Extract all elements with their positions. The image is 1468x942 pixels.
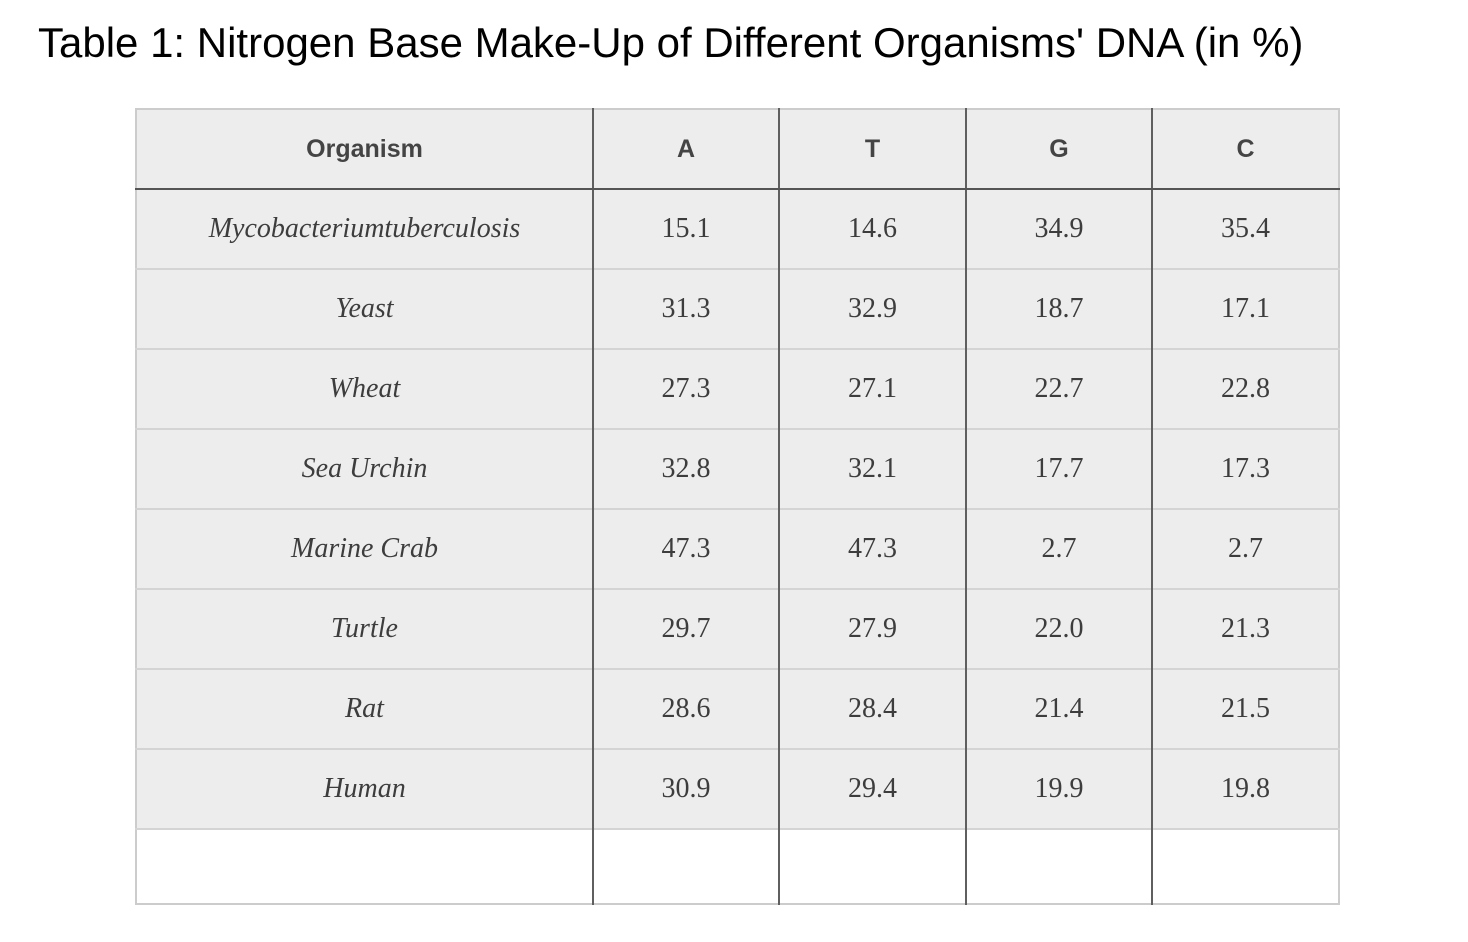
organism-cell: Human xyxy=(136,748,593,829)
value-cell-empty xyxy=(965,828,1152,904)
column-header-a: A xyxy=(592,109,779,190)
value-cell-a: 31.3 xyxy=(592,268,779,349)
value-cell-t: 14.6 xyxy=(778,189,966,269)
value-cell-g: 21.4 xyxy=(965,668,1152,749)
value-cell-empty xyxy=(1151,828,1339,904)
value-cell-t: 28.4 xyxy=(778,668,966,749)
value-cell-c: 35.4 xyxy=(1151,189,1339,269)
table-row: Marine Crab 47.3 47.3 2.7 2.7 xyxy=(136,508,1339,589)
organism-cell: Rat xyxy=(136,668,593,749)
value-cell-t: 32.9 xyxy=(778,268,966,349)
organism-cell: Wheat xyxy=(136,348,593,429)
value-cell-t: 47.3 xyxy=(778,508,966,589)
table-header-row: Organism A T G C xyxy=(136,109,1339,190)
organism-cell: Mycobacteriumtuberculosis xyxy=(136,189,593,269)
column-header-t: T xyxy=(778,109,966,190)
column-header-g: G xyxy=(965,109,1152,190)
organism-cell: Yeast xyxy=(136,268,593,349)
value-cell-g: 22.7 xyxy=(965,348,1152,429)
page-title: Table 1: Nitrogen Base Make-Up of Differ… xyxy=(38,19,1304,66)
table-row: Human 30.9 29.4 19.9 19.8 xyxy=(136,748,1339,829)
value-cell-a: 27.3 xyxy=(592,348,779,429)
value-cell-g: 17.7 xyxy=(965,428,1152,509)
organism-cell: Marine Crab xyxy=(136,508,593,589)
value-cell-c: 22.8 xyxy=(1151,348,1339,429)
value-cell-a: 47.3 xyxy=(592,508,779,589)
value-cell-a: 15.1 xyxy=(592,189,779,269)
value-cell-t: 32.1 xyxy=(778,428,966,509)
value-cell-a: 29.7 xyxy=(592,588,779,669)
nitrogen-base-table: Organism A T G C Mycobacteriumtuberculos… xyxy=(135,108,1340,905)
organism-cell: Sea Urchin xyxy=(136,428,593,509)
value-cell-c: 2.7 xyxy=(1151,508,1339,589)
value-cell-a: 30.9 xyxy=(592,748,779,829)
table-row: Rat 28.6 28.4 21.4 21.5 xyxy=(136,668,1339,749)
organism-cell: Turtle xyxy=(136,588,593,669)
value-cell-t: 27.1 xyxy=(778,348,966,429)
value-cell-a: 28.6 xyxy=(592,668,779,749)
value-cell-g: 34.9 xyxy=(965,189,1152,269)
empty-row xyxy=(136,828,1339,904)
table-row: Mycobacteriumtuberculosis 15.1 14.6 34.9… xyxy=(136,189,1339,269)
table-row: Sea Urchin 32.8 32.1 17.7 17.3 xyxy=(136,428,1339,509)
value-cell-empty xyxy=(592,828,779,904)
value-cell-c: 19.8 xyxy=(1151,748,1339,829)
value-cell-g: 22.0 xyxy=(965,588,1152,669)
value-cell-c: 17.1 xyxy=(1151,268,1339,349)
value-cell-g: 2.7 xyxy=(965,508,1152,589)
value-cell-t: 29.4 xyxy=(778,748,966,829)
value-cell-t: 27.9 xyxy=(778,588,966,669)
value-cell-g: 18.7 xyxy=(965,268,1152,349)
value-cell-a: 32.8 xyxy=(592,428,779,509)
column-header-organism: Organism xyxy=(136,109,593,190)
value-cell-c: 21.3 xyxy=(1151,588,1339,669)
value-cell-empty xyxy=(778,828,966,904)
value-cell-g: 19.9 xyxy=(965,748,1152,829)
organism-cell-empty xyxy=(136,828,593,904)
value-cell-c: 21.5 xyxy=(1151,668,1339,749)
column-header-c: C xyxy=(1151,109,1339,190)
table-row: Turtle 29.7 27.9 22.0 21.3 xyxy=(136,588,1339,669)
value-cell-c: 17.3 xyxy=(1151,428,1339,509)
table-row: Wheat 27.3 27.1 22.7 22.8 xyxy=(136,348,1339,429)
table-row: Yeast 31.3 32.9 18.7 17.1 xyxy=(136,268,1339,349)
